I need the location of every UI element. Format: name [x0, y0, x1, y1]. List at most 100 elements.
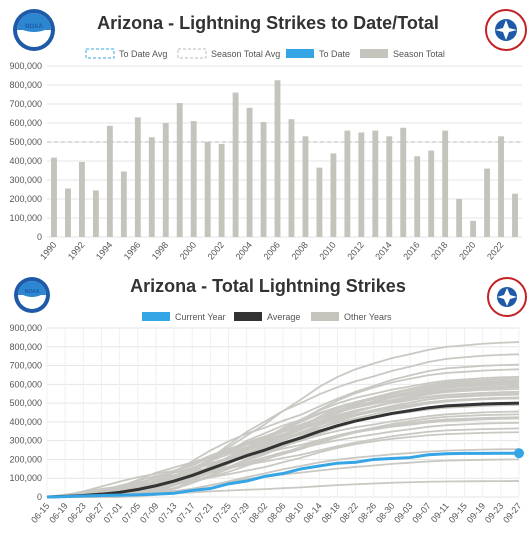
y-tick-label: 400,000 [9, 417, 42, 427]
season-total-bar [456, 199, 463, 237]
legend-item[interactable]: To Date [286, 49, 350, 59]
legend-item[interactable]: Other Years [311, 312, 392, 322]
noaa-logo-text: NOAA [25, 289, 40, 295]
y-tick-label: 100,000 [9, 473, 42, 483]
legend-label: Current Year [175, 312, 226, 322]
legend-label: To Date [319, 49, 350, 59]
x-tick-label: 07-17 [174, 501, 196, 525]
x-tick-label: 09-19 [465, 501, 487, 525]
chart-total-lightning-strikes: NOAA Arizona - Total Lightning Strikes C… [9, 276, 527, 525]
x-tick-label: 2022 [485, 240, 506, 262]
x-tick-label: 1992 [66, 240, 87, 262]
chart1-gridlines [47, 65, 522, 238]
chart1-legend: To Date Avg Season Total Avg To Date Season… [85, 48, 445, 59]
x-tick-label: 09-03 [392, 501, 414, 525]
season-total-bar [302, 136, 309, 237]
y-tick-label: 600,000 [9, 379, 42, 389]
x-tick-label: 08-30 [374, 501, 396, 525]
x-tick-label: 08-22 [338, 501, 360, 525]
chart1-bars [51, 80, 518, 237]
season-total-bar [106, 125, 113, 237]
y-tick-label: 500,000 [9, 137, 42, 147]
season-total-bar [512, 193, 518, 237]
chart2-title: Arizona - Total Lightning Strikes [130, 276, 406, 296]
season-total-bar [330, 153, 337, 237]
noaa-logo-text: NOAA [25, 24, 43, 30]
y-tick-label: 700,000 [9, 99, 42, 109]
x-tick-label: 08-06 [265, 501, 287, 525]
x-tick-label: 2018 [429, 240, 450, 262]
legend-label: Season Total Avg [211, 49, 280, 59]
x-tick-label: 07-13 [156, 501, 178, 525]
noaa-logo: NOAA [13, 9, 55, 51]
x-tick-label: 08-02 [247, 501, 269, 525]
x-tick-label: 07-09 [138, 501, 160, 525]
x-tick-label: 08-18 [320, 501, 342, 525]
x-tick-label: 08-26 [356, 501, 378, 525]
nws-logo [487, 277, 527, 317]
legend-item[interactable]: Season Total Avg [177, 48, 280, 59]
season-total-bar [51, 157, 57, 237]
y-tick-label: 400,000 [9, 156, 42, 166]
chart2-lines [46, 341, 524, 499]
x-tick-label: 2006 [262, 240, 283, 262]
x-tick-label: 2012 [345, 240, 366, 262]
y-tick-label: 200,000 [9, 194, 42, 204]
legend-swatch [360, 49, 388, 58]
y-tick-label: 300,000 [9, 436, 42, 446]
chart2-legend: Current Year Average Other Years [142, 312, 392, 322]
season-total-bar [148, 137, 155, 237]
x-tick-label: 09-27 [501, 501, 523, 525]
legend-swatch [85, 48, 115, 59]
legend-label: To Date Avg [119, 49, 167, 59]
x-tick-label: 09-15 [447, 501, 469, 525]
x-tick-label: 2004 [234, 240, 255, 262]
y-tick-label: 0 [37, 492, 42, 502]
season-total-bar [78, 161, 85, 237]
season-total-bar [358, 132, 365, 237]
x-tick-label: 07-29 [229, 501, 251, 525]
x-tick-label: 09-07 [410, 501, 432, 525]
season-total-bar [274, 80, 281, 237]
legend-swatch [234, 312, 262, 321]
x-tick-label: 2014 [373, 240, 394, 262]
y-tick-label: 600,000 [9, 118, 42, 128]
legend-label: Season Total [393, 49, 445, 59]
season-total-bar [176, 103, 183, 237]
season-total-bar [442, 130, 449, 237]
x-tick-label: 1998 [150, 240, 171, 262]
y-tick-label: 800,000 [9, 80, 42, 90]
season-total-bar [134, 117, 141, 237]
chart1-x-axis: 1990 1992 1994 1996 1998 2000 2002 2004 2006 2008… [38, 240, 506, 262]
y-tick-label: 300,000 [9, 175, 42, 185]
x-tick-label: 09-11 [429, 501, 451, 525]
y-tick-label: 700,000 [9, 361, 42, 371]
legend-item[interactable]: Average [234, 312, 300, 322]
season-total-bar [470, 220, 477, 237]
x-tick-label: 2000 [178, 240, 199, 262]
legend-swatch [311, 312, 339, 321]
chart-lightning-to-date-total: NOAA Arizona - Lightning Strikes to Date… [9, 9, 527, 262]
legend-label: Average [267, 312, 300, 322]
season-total-bar [414, 156, 421, 237]
legend-item[interactable]: Season Total [360, 49, 445, 59]
legend-swatch [142, 312, 170, 321]
average-line [46, 401, 520, 499]
chart1-title: Arizona - Lightning Strikes to Date/Tota… [97, 13, 439, 33]
season-total-bar [428, 150, 435, 237]
legend-swatch [286, 49, 314, 58]
y-tick-label: 0 [37, 232, 42, 242]
x-tick-label: 09-23 [483, 501, 505, 525]
season-total-bar [372, 130, 379, 237]
x-tick-label: 06-19 [47, 501, 69, 525]
x-tick-label: 2002 [206, 240, 227, 262]
legend-label: Other Years [344, 312, 392, 322]
x-tick-label: 2008 [289, 240, 310, 262]
season-total-bar [218, 143, 225, 237]
legend-item[interactable]: Current Year [142, 312, 226, 322]
x-tick-label: 08-10 [283, 501, 305, 525]
season-total-bar [484, 168, 491, 237]
season-total-bar [246, 107, 253, 237]
x-tick-label: 1990 [38, 240, 59, 262]
legend-item[interactable]: To Date Avg [85, 48, 167, 59]
